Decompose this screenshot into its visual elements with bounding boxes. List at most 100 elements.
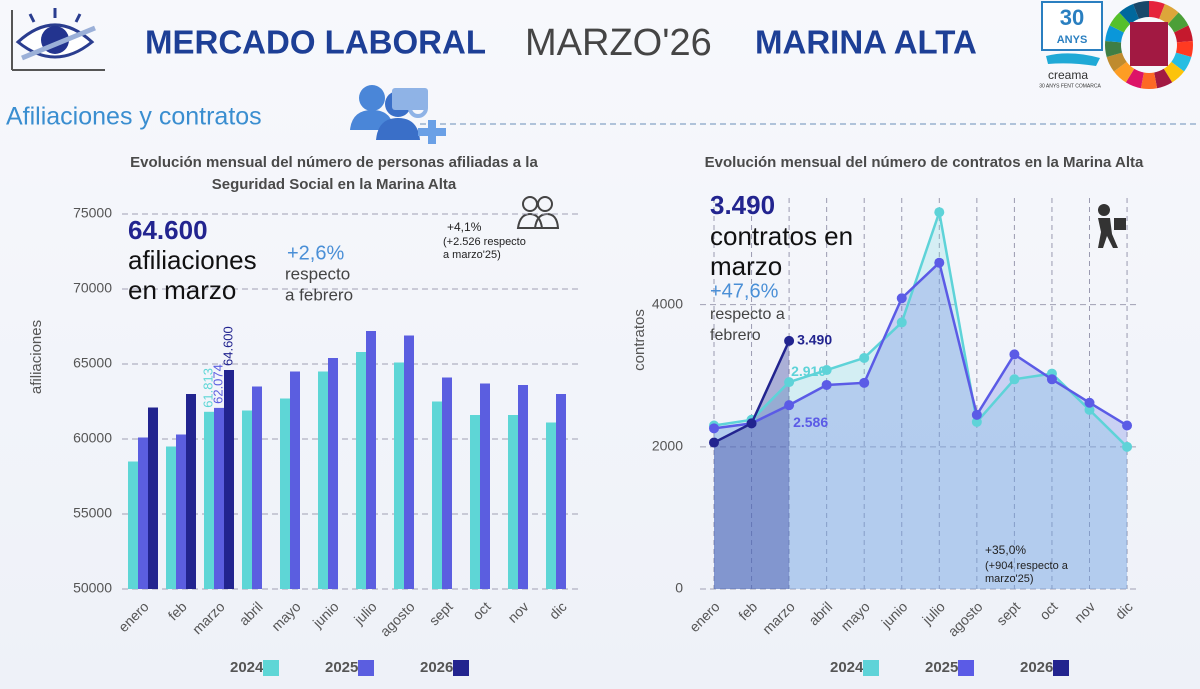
sdg-segment: [1154, 68, 1173, 89]
value-label: 61.813: [200, 368, 215, 408]
bar: [356, 352, 366, 589]
x-tick-label: abril: [805, 598, 835, 628]
x-tick-label: mayo: [268, 598, 304, 634]
logo-box: [1041, 1, 1103, 51]
bar: [480, 383, 490, 589]
legend-label: 2025: [925, 659, 958, 676]
value-label: 62.074: [210, 364, 225, 404]
legend-swatch: [453, 660, 469, 676]
point: [821, 379, 832, 390]
point: [934, 257, 945, 268]
annotation: (+904 respecto a: [985, 560, 1069, 572]
bar: [176, 434, 186, 589]
x-tick-label: oct: [1036, 598, 1061, 623]
annotation: contratos en: [710, 221, 853, 251]
worker-icon: [1098, 204, 1126, 248]
value-label: 2.910: [791, 363, 826, 379]
point: [934, 207, 945, 218]
legend-swatch: [958, 660, 974, 676]
people-icon: [350, 85, 446, 144]
y-tick-label: 0: [675, 580, 683, 596]
bar: [518, 385, 528, 589]
y-tick-label: 75000: [73, 205, 112, 221]
logo-number: 30: [1060, 5, 1084, 30]
x-tick-label: nov: [1071, 598, 1098, 625]
x-tick-label: enero: [115, 598, 152, 635]
bar: [252, 386, 262, 589]
bar: [186, 394, 196, 589]
x-tick-label: feb: [165, 598, 190, 623]
bar: [280, 398, 290, 589]
sdg-segment: [1113, 61, 1135, 83]
logo-tagline: 30 ANYS FENT COMARCA: [1039, 83, 1101, 89]
legend-label: 2026: [420, 659, 453, 676]
bar: [546, 422, 556, 589]
logo-name: creama: [1048, 68, 1088, 82]
sdg-segment: [1105, 40, 1123, 58]
legend-swatch: [358, 660, 374, 676]
legend-label: 2024: [230, 659, 264, 676]
value-label: 64.600: [220, 326, 235, 366]
point: [821, 365, 832, 376]
point: [859, 352, 870, 363]
annotation: +2,6%: [287, 242, 344, 264]
logo-anys: ANYS: [1057, 34, 1088, 46]
point: [859, 377, 870, 388]
bar: [470, 415, 480, 589]
bar: [318, 371, 328, 589]
y-tick-label: 65000: [73, 355, 112, 371]
legend-label: 2024: [830, 659, 864, 676]
chart-title: Evolución mensual del número de personas…: [130, 154, 538, 193]
point: [1084, 397, 1095, 408]
sdg-segment: [1174, 25, 1193, 43]
x-tick-label: feb: [735, 598, 760, 623]
group-icon: [516, 196, 560, 229]
y-axis-label: afiliaciones: [28, 320, 45, 394]
point: [1122, 441, 1133, 452]
annotation: respecto: [285, 264, 350, 283]
bar: [224, 370, 234, 589]
annotation: respecto a: [710, 306, 785, 323]
point: [896, 317, 907, 328]
x-tick-label: junio: [309, 598, 342, 631]
x-tick-label: marzo: [189, 598, 228, 637]
title-right: MARINA ALTA: [755, 24, 977, 61]
legend-label: 2025: [325, 659, 358, 676]
annotation: marzo'25): [985, 573, 1034, 585]
sdg-segment: [1119, 3, 1139, 25]
legend-swatch: [263, 660, 279, 676]
point: [709, 423, 719, 434]
annotation: a febrero: [285, 285, 353, 304]
x-tick-label: julio: [918, 598, 948, 628]
bar: [138, 437, 148, 589]
point: [1009, 349, 1020, 360]
value-label: 3.490: [797, 332, 832, 348]
section-title: Afiliaciones y contratos: [6, 103, 262, 131]
point: [1046, 374, 1057, 385]
bar: [508, 415, 518, 589]
x-tick-label: sept: [993, 598, 1023, 628]
x-tick-label: agosto: [377, 598, 418, 639]
point: [784, 377, 795, 388]
annotation: +47,6%: [710, 280, 779, 302]
sdg-segment: [1133, 1, 1149, 19]
chart-title: Evolución mensual del número de contrato…: [704, 154, 1144, 171]
sdg-segment: [1149, 1, 1165, 19]
area: [714, 340, 790, 589]
x-tick-label: mayo: [837, 598, 873, 634]
annotation: +35,0%: [985, 543, 1026, 557]
legend-swatch: [863, 660, 879, 676]
y-tick-label: 70000: [73, 280, 112, 296]
x-tick-label: marzo: [759, 598, 798, 637]
point: [1084, 404, 1095, 415]
bar: [128, 461, 138, 589]
area: [714, 212, 1128, 589]
line: [713, 207, 1128, 448]
x-tick-label: sept: [426, 598, 456, 628]
annotation: 64.600: [128, 215, 208, 245]
point: [896, 293, 907, 304]
annotation: en marzo: [128, 275, 236, 305]
x-tick-label: agosto: [945, 598, 986, 639]
point: [1009, 374, 1020, 385]
